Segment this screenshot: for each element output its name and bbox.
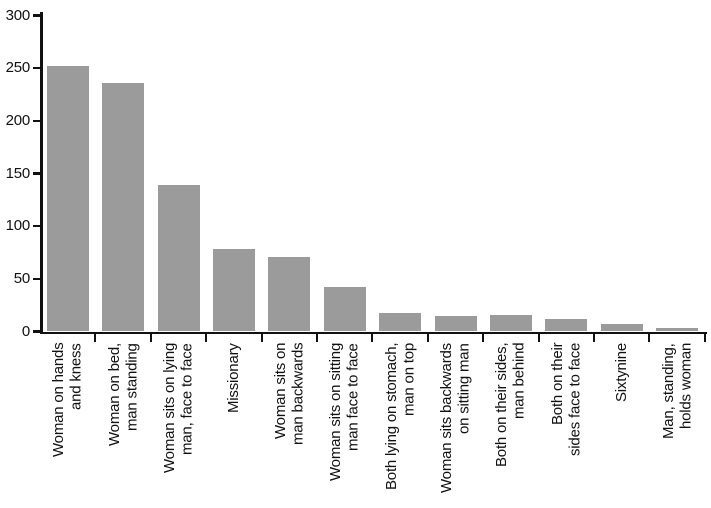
x-axis-tick: [315, 333, 319, 342]
x-axis-category-label-wrap: Woman sits on man backwards: [262, 343, 317, 503]
x-axis-category-label-wrap: Both lying on stomach, man on top: [372, 343, 427, 503]
y-axis-tick: [33, 277, 41, 281]
x-axis-category-label-wrap: Sixtynine: [594, 343, 649, 503]
y-axis-tick: [33, 119, 41, 123]
y-axis-tick-label: 300: [5, 6, 31, 24]
x-axis-category-label: Woman on hands and kness: [50, 343, 85, 458]
x-axis-category-label: Woman on bed, man standing: [105, 343, 141, 447]
y-axis-line: [40, 12, 43, 334]
x-axis-category-label-wrap: Both on their sides, man behind: [483, 343, 538, 503]
y-axis-tick-label: 200: [5, 111, 31, 129]
x-axis-category-label-wrap: Woman on hands and kness: [40, 343, 95, 503]
y-axis-tick-label: 0: [21, 322, 30, 340]
x-axis-tick: [648, 333, 651, 342]
x-axis-category-label: Missionary: [225, 343, 243, 413]
x-axis-category-label: Woman sits on man backwards: [271, 343, 307, 446]
x-axis-tick: [703, 333, 706, 342]
x-axis-tick: [371, 333, 374, 342]
y-axis-tick: [33, 224, 41, 228]
x-axis-category-label: Sixtynine: [612, 343, 630, 403]
x-axis-tick: [482, 333, 485, 342]
x-axis-category-label: Man, standing, holds woman: [659, 343, 695, 439]
bar: [102, 82, 145, 332]
x-axis-tick: [426, 333, 429, 342]
y-axis-tick: [33, 66, 41, 70]
x-axis-category-label: Woman sits on lying man, face to face: [160, 343, 196, 474]
bar: [212, 249, 255, 332]
y-axis-tick-label: 100: [5, 217, 31, 235]
y-axis-tick: [33, 14, 41, 17]
x-axis-tick: [94, 333, 97, 342]
bar: [157, 185, 200, 332]
bar: [268, 256, 311, 332]
x-axis-line: [40, 331, 707, 335]
x-axis-category-label: Woman sits backwards on sitting man: [437, 343, 473, 493]
y-axis-tick-label: 150: [5, 164, 31, 182]
bar: [46, 66, 89, 332]
x-axis-category-label-wrap: Missionary: [206, 343, 261, 503]
x-axis-category-label: Both lying on stomach, man on top: [382, 343, 418, 491]
y-axis-tick: [33, 172, 41, 175]
x-axis-category-label: Woman sits on sitting man face to face: [327, 343, 362, 482]
x-axis-category-label: Both on their sides, man behind: [493, 343, 528, 468]
y-axis-tick: [33, 330, 41, 333]
x-axis-tick: [149, 333, 152, 342]
x-axis-tick: [205, 333, 208, 342]
x-axis-tick: [592, 333, 596, 342]
x-axis-tick: [537, 333, 540, 342]
x-axis-category-label-wrap: Woman sits backwards on sitting man: [428, 343, 483, 503]
bar: [489, 314, 532, 332]
bar: [434, 315, 477, 332]
x-axis-category-label-wrap: Woman on bed, man standing: [95, 343, 150, 503]
bar: [656, 328, 699, 332]
bar: [545, 318, 588, 332]
x-axis-category-label-wrap: Woman sits on sitting man face to face: [317, 343, 372, 503]
x-axis-category-label: Both on their sides face to face: [548, 343, 584, 457]
bar: [323, 287, 366, 332]
y-axis-tick-label: 250: [5, 59, 31, 77]
x-axis-category-label-wrap: Man, standing, holds woman: [649, 343, 704, 503]
x-axis-tick: [260, 333, 263, 342]
x-axis-category-label-wrap: Both on their sides face to face: [539, 343, 594, 503]
bar: [600, 324, 643, 332]
y-axis-tick-label: 50: [13, 269, 30, 287]
x-axis-category-label-wrap: Woman sits on lying man, face to face: [151, 343, 206, 503]
bar: [379, 312, 422, 332]
